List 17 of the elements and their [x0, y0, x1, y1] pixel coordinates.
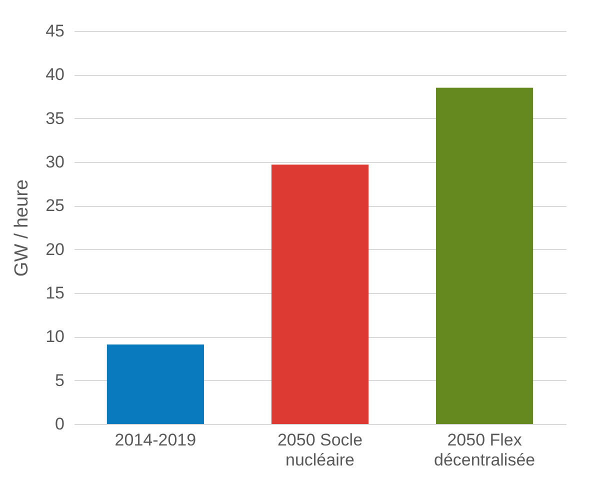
- y-tick-label: 45: [46, 22, 64, 40]
- y-tick-label: 15: [46, 284, 64, 302]
- y-tick-label: 25: [46, 196, 64, 216]
- y-tick-label: 40: [46, 65, 64, 84]
- bar: [436, 88, 534, 424]
- x-tick-label: 2014-2019: [114, 430, 196, 450]
- y-tick-label: 0: [55, 414, 64, 434]
- x-tick-label: 2050 Socle nucléaire: [277, 430, 363, 470]
- y-tick-label: 10: [46, 327, 64, 346]
- y-tick-label: 5: [55, 370, 64, 390]
- y-axis-title: GW / heure: [12, 179, 33, 277]
- y-tick-label: 35: [46, 108, 64, 128]
- bar: [106, 344, 204, 424]
- x-tick-label: 2050 Flex décentralisée: [434, 430, 536, 470]
- y-tick-label: 20: [46, 240, 64, 259]
- y-tick-label: 30: [46, 152, 64, 172]
- bar: [271, 164, 369, 424]
